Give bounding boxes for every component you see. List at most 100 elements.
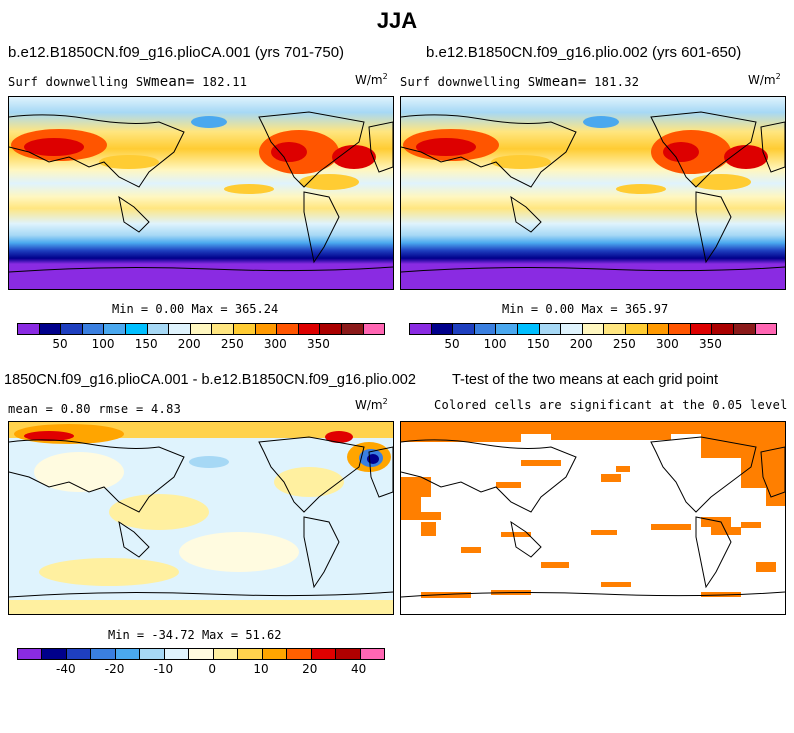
colorbar-swatch [647, 324, 670, 334]
panel2-mean-label: mean= [542, 74, 587, 90]
colorbar-swatch [582, 324, 605, 334]
colorbar-swatch [561, 324, 583, 334]
panel1-mean-value: 182.11 [202, 75, 248, 89]
colorbar-swatch [39, 324, 62, 334]
colorbar-swatch [140, 649, 165, 659]
colorbar-swatch [320, 324, 342, 334]
colorbar-swatch [311, 649, 337, 659]
colorbar-tick-label: 100 [483, 337, 507, 351]
colorbar-swatch [277, 324, 299, 334]
significant-cell [401, 477, 431, 497]
colorbar-swatch [474, 324, 497, 334]
significant-cell [616, 466, 630, 472]
panel4-map [400, 421, 786, 615]
panel3-coastlines [9, 436, 393, 598]
colorbar-tick-label: 150 [526, 337, 550, 351]
colorbar-swatch [712, 324, 734, 334]
colorbar-tick-label: 150 [134, 337, 158, 351]
panel1-heat-blobs [11, 116, 376, 194]
significant-cell [401, 497, 421, 512]
colorbar-swatch [169, 324, 191, 334]
significant-cell [461, 547, 481, 553]
panel3-case-title: 1850CN.f09_g16.plioCA.001 - b.e12.B1850C… [4, 372, 416, 388]
significant-cell [421, 522, 436, 536]
significant-cell [401, 512, 441, 520]
colorbar-swatch [363, 324, 385, 334]
colorbar-swatch [669, 324, 691, 334]
colorbar-swatch [61, 324, 83, 334]
significant-cell [601, 474, 621, 482]
panel3-min-max: Min = -34.72 Max = 51.62 [108, 628, 282, 642]
panel1-map [8, 96, 394, 290]
colorbar-swatch [238, 649, 263, 659]
significant-cell [766, 488, 785, 506]
significant-cell [541, 562, 569, 568]
colorbar-tick-label: 40 [350, 662, 367, 676]
panel2-colorbar [409, 323, 777, 335]
colorbar-tick-label: -40 [55, 662, 76, 676]
colorbar-tick-label: 300 [655, 337, 679, 351]
panel2-units: W/m2 [748, 72, 781, 87]
panel1-mean-label: mean= [150, 74, 195, 90]
colorbar-swatch [212, 324, 234, 334]
panel1-colorbar [17, 323, 385, 335]
colorbar-swatch [115, 649, 141, 659]
colorbar-swatch [42, 649, 67, 659]
significant-cell [701, 517, 731, 527]
significant-cell [651, 524, 691, 530]
colorbar-swatch [298, 324, 321, 334]
colorbar-tick-label: -20 [104, 662, 125, 676]
colorbar-tick-label: 50 [444, 337, 460, 351]
significant-cell [401, 434, 521, 442]
colorbar-swatch [336, 649, 361, 659]
colorbar-swatch [104, 324, 126, 334]
significant-cell [756, 562, 776, 572]
colorbar-tick-label: 0 [208, 662, 217, 676]
panel2-min-max: Min = 0.00 Max = 365.97 [502, 302, 669, 316]
colorbar-swatch [539, 324, 562, 334]
significant-cell [701, 592, 741, 597]
panel1-min-max: Min = 0.00 Max = 365.24 [112, 302, 279, 316]
panel2-variable-label: Surf downwelling SWmean= 181.32 [400, 74, 639, 90]
colorbar-swatch [262, 649, 288, 659]
colorbar-swatch [66, 649, 92, 659]
significant-cell [496, 482, 521, 488]
colorbar-swatch [517, 324, 540, 334]
significant-cell [701, 444, 785, 458]
colorbar-swatch [189, 649, 214, 659]
colorbar-tick-label: 200 [569, 337, 593, 351]
colorbar-swatch [733, 324, 756, 334]
colorbar-tick-label: 50 [52, 337, 68, 351]
colorbar-swatch [164, 649, 190, 659]
panel2-heat-blobs [403, 116, 768, 194]
colorbar-tick-label: 250 [612, 337, 636, 351]
page-title: JJA [376, 8, 418, 33]
colorbar-swatch [755, 324, 777, 334]
colorbar-swatch [453, 324, 475, 334]
colorbar-tick-label: 250 [220, 337, 244, 351]
colorbar-swatch [213, 649, 239, 659]
colorbar-swatch [625, 324, 648, 334]
panel1-units: W/m2 [355, 72, 388, 87]
colorbar-tick-label: 20 [302, 662, 318, 676]
colorbar-tick-label: 10 [253, 662, 269, 676]
panel2-coastlines [401, 111, 785, 273]
panel2-variable: Surf downwelling SW [400, 75, 543, 89]
significant-cell [591, 530, 617, 535]
colorbar-swatch [690, 324, 713, 334]
colorbar-swatch [18, 649, 43, 659]
colorbar-tick-label: 100 [91, 337, 115, 351]
colorbar-swatch [233, 324, 256, 334]
colorbar-tick-label: -10 [153, 662, 174, 676]
colorbar-swatch [287, 649, 312, 659]
panel1-variable: Surf downwelling SW [8, 75, 151, 89]
significant-cell [401, 422, 785, 434]
significant-cell [501, 532, 531, 537]
colorbar-swatch [18, 324, 40, 334]
significant-cell [551, 434, 671, 440]
panel4-title: T-test of the two means at each grid poi… [452, 372, 718, 388]
colorbar-swatch [82, 324, 105, 334]
colorbar-swatch [190, 324, 213, 334]
panel4-coastlines [401, 436, 785, 598]
colorbar-swatch [431, 324, 454, 334]
